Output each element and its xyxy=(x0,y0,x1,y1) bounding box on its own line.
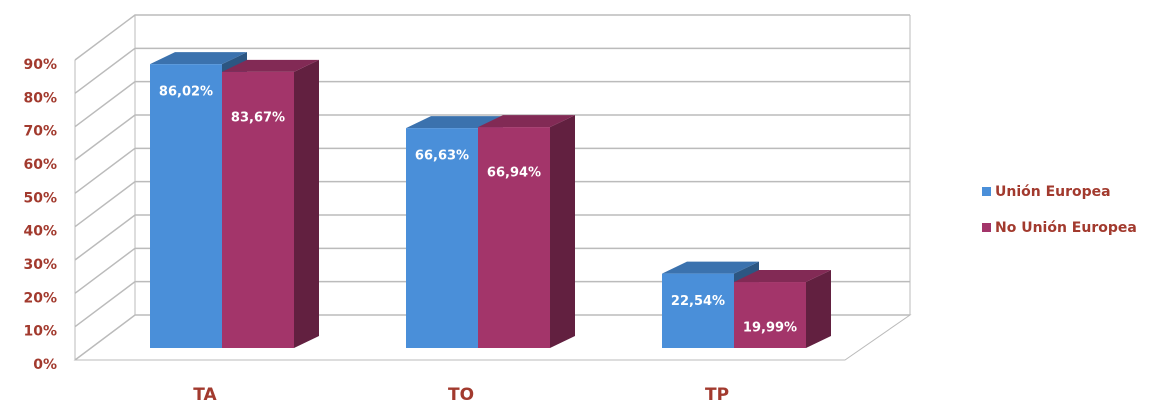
y-tick-label: 60% xyxy=(23,157,57,173)
bar xyxy=(734,282,806,348)
bar-top xyxy=(406,116,503,129)
grid-line xyxy=(74,314,910,361)
y-tick-label: 40% xyxy=(23,224,57,240)
y-tick-label: 90% xyxy=(23,57,57,73)
grid-line xyxy=(74,180,910,228)
value-label: 22,54% xyxy=(671,294,725,309)
bar xyxy=(222,71,294,348)
y-tick-label: 0% xyxy=(33,357,57,373)
grid-line xyxy=(74,147,910,194)
legend-label: No Unión Europea xyxy=(995,220,1137,236)
grid-line xyxy=(74,80,910,128)
grid-line xyxy=(74,247,910,294)
y-tick-label: 50% xyxy=(23,190,57,206)
value-label: 66,63% xyxy=(415,149,469,164)
grid-line xyxy=(74,47,910,94)
legend-swatch xyxy=(982,223,991,232)
bar xyxy=(662,273,734,348)
grid-line xyxy=(74,114,910,161)
bar-top xyxy=(150,52,247,65)
grid-line xyxy=(74,280,910,328)
bar xyxy=(478,127,550,349)
bar xyxy=(150,64,222,348)
legend-swatch xyxy=(982,187,991,196)
y-tick-label: 70% xyxy=(23,124,57,140)
bar-side xyxy=(806,270,831,348)
y-tick-label: 30% xyxy=(23,257,57,273)
value-label: 86,02% xyxy=(159,85,213,100)
bar-top xyxy=(734,270,831,283)
bar-top xyxy=(222,59,319,72)
y-tick-label: 20% xyxy=(23,290,57,306)
bar-side xyxy=(550,115,575,349)
x-tick-label: TO xyxy=(448,385,474,405)
value-label: 19,99% xyxy=(743,321,797,336)
value-label: 83,67% xyxy=(231,110,285,125)
bar-side xyxy=(294,59,319,348)
y-tick-label: 10% xyxy=(23,324,57,340)
y-tick-label: 80% xyxy=(23,90,57,106)
grid-line xyxy=(74,14,910,61)
bar-top xyxy=(662,261,759,274)
bar-top xyxy=(478,115,575,128)
legend-label: Unión Europea xyxy=(995,184,1111,200)
x-tick-label: TA xyxy=(193,385,217,405)
x-tick-label: TP xyxy=(705,385,729,405)
bar xyxy=(406,128,478,348)
grid-line xyxy=(74,214,910,261)
value-label: 66,94% xyxy=(487,166,541,181)
